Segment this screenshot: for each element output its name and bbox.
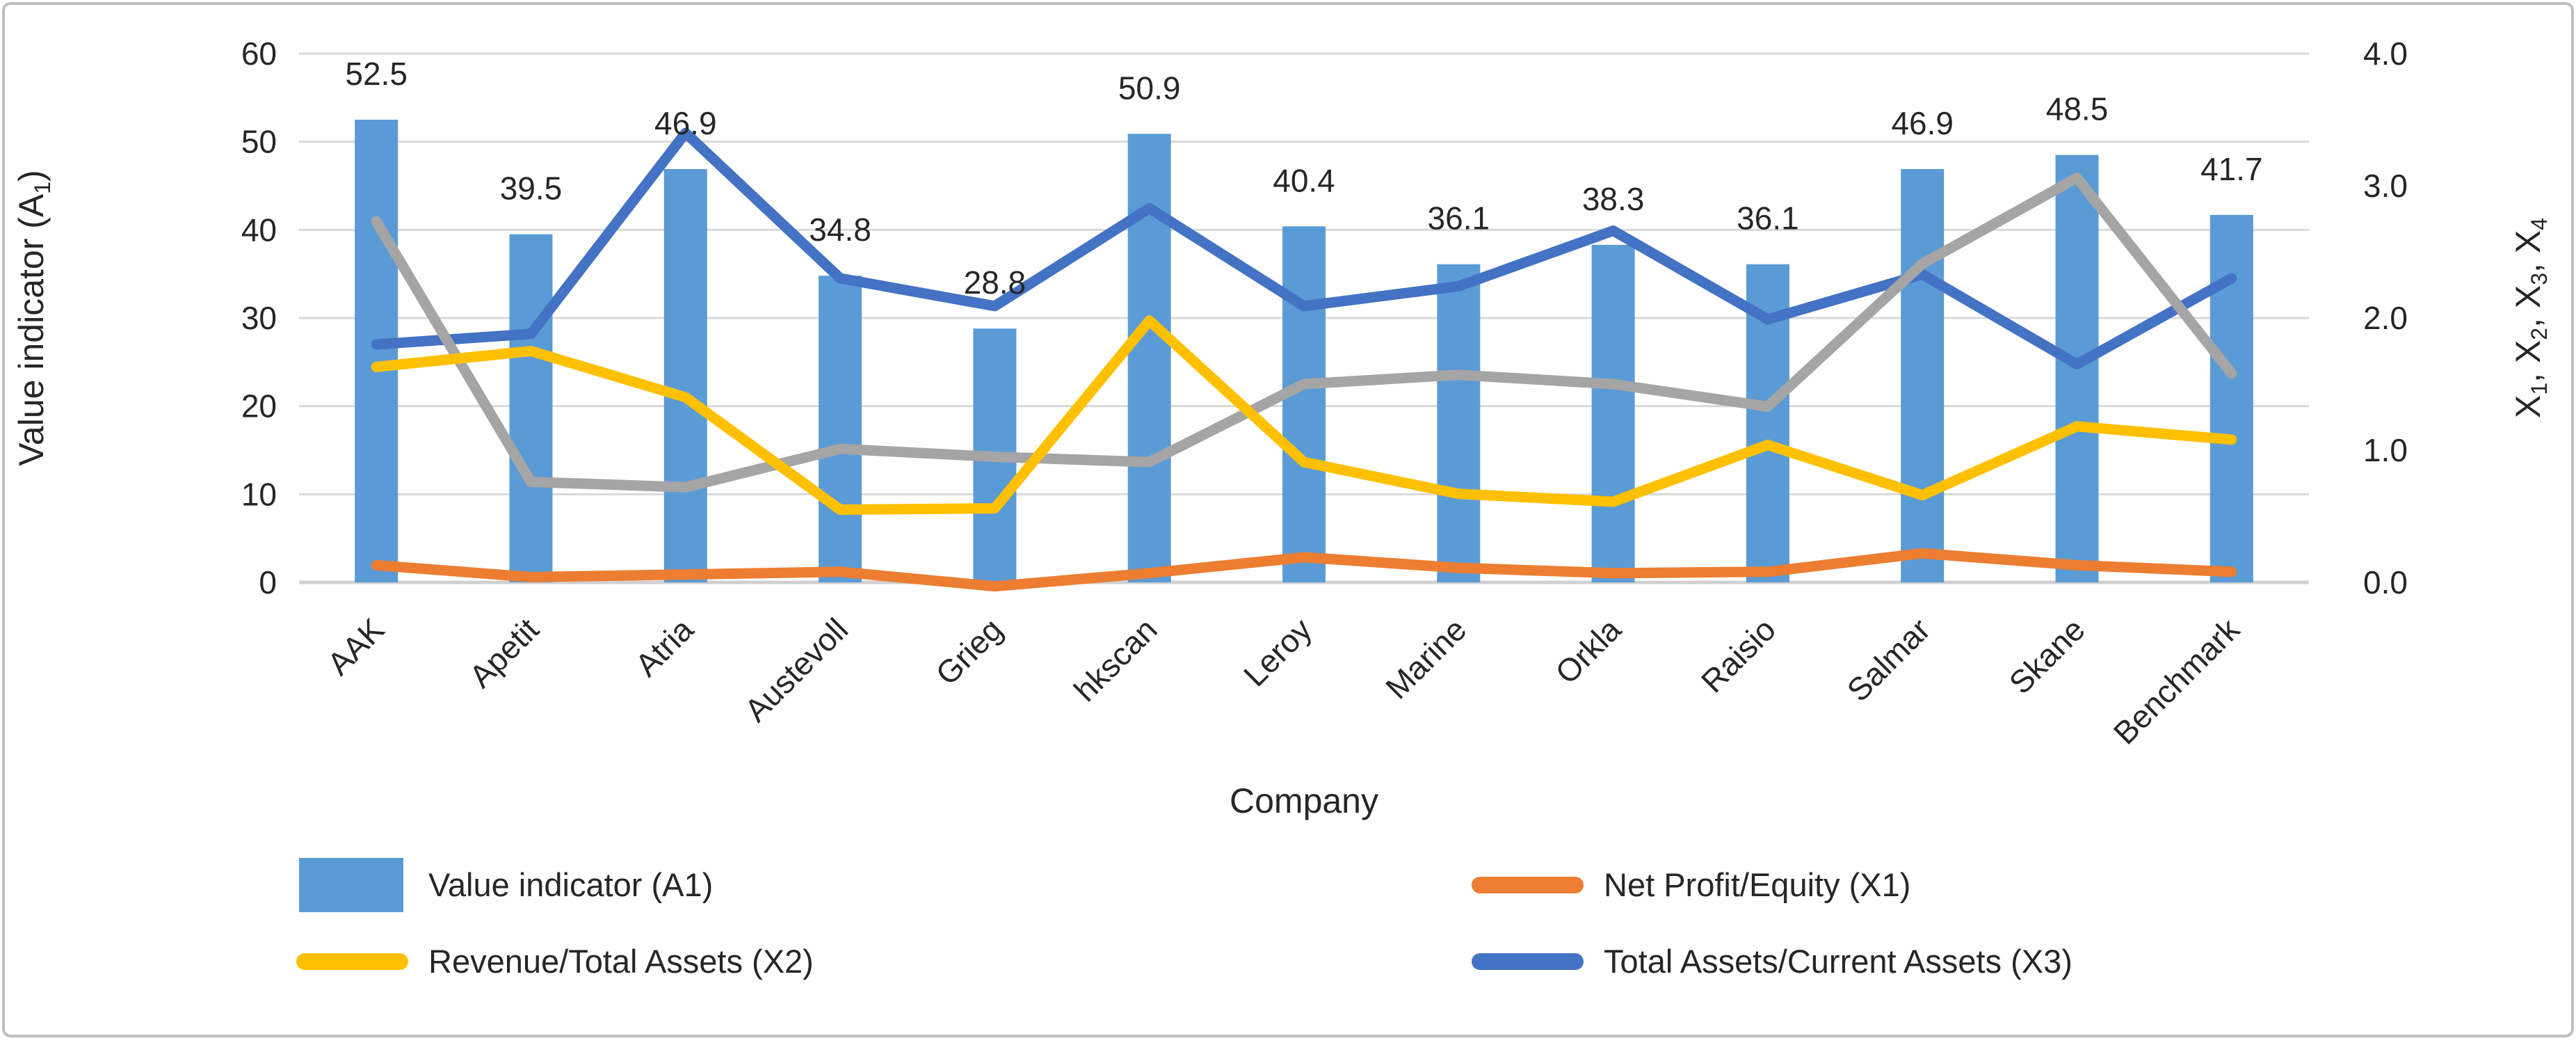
left-tick-60: 60 bbox=[241, 35, 277, 72]
legend-swatch-A1 bbox=[299, 858, 403, 912]
bar-Apetit bbox=[509, 234, 553, 582]
left-tick-30: 30 bbox=[241, 300, 277, 336]
bar-Salmar bbox=[1901, 168, 1945, 582]
gridlines bbox=[299, 52, 2309, 495]
left-tick-20: 20 bbox=[241, 388, 277, 424]
legend-item-X1: Net Profit/Equity (X1) bbox=[1472, 866, 1910, 903]
data-label-Raisio: 36.1 bbox=[1737, 200, 1799, 237]
left-axis-ticks: 0 10 20 30 40 50 60 bbox=[241, 35, 277, 600]
legend-item-X2: Revenue/Total Assets (X2) bbox=[296, 943, 814, 980]
x-axis-title: Company bbox=[1230, 781, 1378, 820]
line-X3 bbox=[371, 127, 2237, 369]
bar-series-A1 bbox=[355, 120, 2253, 582]
data-label-Orkla: 38.3 bbox=[1582, 181, 1645, 217]
bar-hkscan bbox=[1127, 134, 1171, 582]
legend: Value indicator (A1) Net Profit/Equity (X… bbox=[296, 858, 2072, 980]
data-label-Apetit: 39.5 bbox=[500, 170, 563, 207]
bar-Orkla bbox=[1591, 244, 1635, 582]
bar-AAK bbox=[355, 120, 399, 582]
bar-Austevoll bbox=[819, 276, 862, 582]
data-label-Leroy: 40.4 bbox=[1273, 162, 1335, 198]
line-X4 bbox=[371, 173, 2237, 493]
left-tick-40: 40 bbox=[241, 212, 277, 248]
left-tick-0: 0 bbox=[259, 564, 277, 600]
left-axis-title: Value indicator (A1) bbox=[12, 170, 55, 465]
right-tick-3.0: 3.0 bbox=[2363, 168, 2408, 204]
data-label-Skane: 48.5 bbox=[2046, 91, 2109, 127]
bar-Leroy bbox=[1282, 226, 1326, 582]
bar-data-labels: 52.5 39.5 46.9 34.8 28.8 50.9 40.4 36.1 38.3 36.1… bbox=[345, 56, 2262, 301]
bar-Benchmark bbox=[2209, 214, 2253, 582]
data-label-Grieg: 28.8 bbox=[964, 264, 1027, 301]
data-label-AAK: 52.5 bbox=[345, 56, 408, 92]
line-X2 bbox=[371, 315, 2237, 515]
left-tick-10: 10 bbox=[241, 476, 277, 512]
legend-label-X3: Total Assets/Current Assets (X3) bbox=[1604, 943, 2072, 980]
bar-Atria bbox=[663, 168, 707, 582]
data-label-Austevoll: 34.8 bbox=[809, 212, 871, 248]
right-tick-1.0: 1.0 bbox=[2363, 432, 2408, 468]
data-label-Benchmark: 41.7 bbox=[2200, 151, 2263, 187]
data-label-Atria: 46.9 bbox=[654, 105, 717, 141]
legend-item-X3: Total Assets/Current Assets (X3) bbox=[1472, 943, 2072, 980]
legend-label-X1: Net Profit/Equity (X1) bbox=[1604, 866, 1910, 903]
left-tick-50: 50 bbox=[241, 124, 277, 160]
legend-label-A1: Value indicator (A1) bbox=[428, 866, 713, 903]
legend-item-A1: Value indicator (A1) bbox=[299, 858, 713, 912]
right-tick-0.0: 0.0 bbox=[2363, 564, 2408, 600]
line-X1 bbox=[371, 548, 2237, 592]
data-label-hkscan: 50.9 bbox=[1118, 70, 1181, 106]
right-tick-4.0: 4.0 bbox=[2363, 35, 2408, 72]
legend-label-X2: Revenue/Total Assets (X2) bbox=[428, 943, 814, 980]
data-label-Salmar: 46.9 bbox=[1891, 105, 1954, 141]
data-label-Marine: 36.1 bbox=[1428, 200, 1490, 237]
bar-Marine bbox=[1437, 264, 1481, 582]
right-tick-2.0: 2.0 bbox=[2363, 300, 2408, 336]
right-axis-title: X1, X2, X3, X4 bbox=[2509, 218, 2552, 418]
right-axis-ticks: 0.0 1.0 2.0 3.0 4.0 bbox=[2363, 35, 2408, 600]
